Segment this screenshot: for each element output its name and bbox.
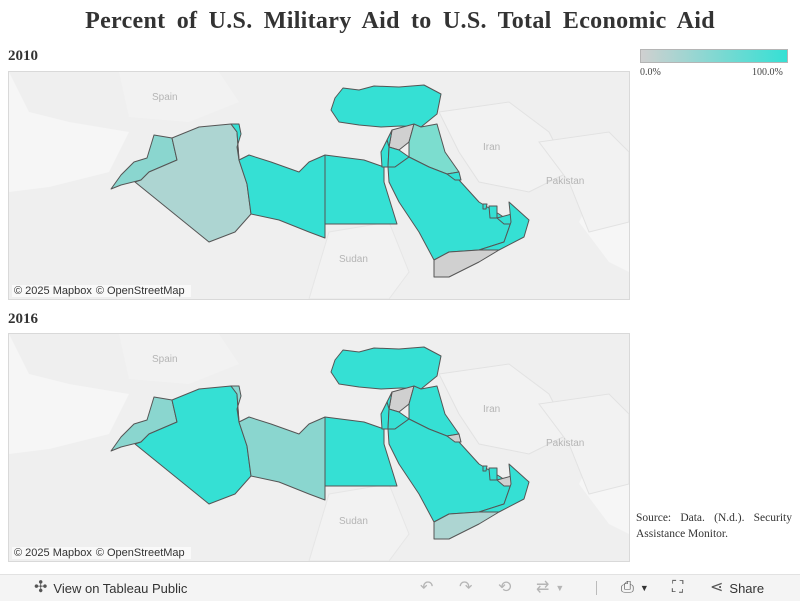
- country-tunisia[interactable]: [230, 123, 242, 161]
- base-label-sudan: Sudan: [339, 254, 368, 265]
- country-turkey[interactable]: [330, 84, 442, 128]
- map-year-2010: 2010: [8, 48, 38, 64]
- country-qatar[interactable]: [488, 467, 498, 481]
- download-dropdown-icon: ▼: [639, 583, 649, 593]
- country-kuwait[interactable]: [446, 433, 462, 443]
- country-tunisia[interactable]: [230, 385, 242, 423]
- map-2010[interactable]: Spain Iran Pakistan Sudan © 2025 Mapbox ©…: [8, 71, 630, 300]
- redo-button[interactable]: ↷: [459, 580, 472, 596]
- share-button[interactable]: ⋖ Share: [710, 580, 764, 596]
- fullscreen-icon: ⛶: [672, 579, 684, 596]
- base-label-pakistan: Pakistan: [546, 438, 584, 449]
- country-yemen[interactable]: [433, 511, 500, 540]
- revert-button[interactable]: ⟲: [498, 580, 511, 596]
- download-button[interactable]: ⎙ ▼: [621, 580, 649, 596]
- share-label: Share: [729, 580, 765, 596]
- country-shapes-2010: [110, 84, 530, 278]
- refresh-icon: ⇄: [536, 579, 550, 596]
- osm-credit[interactable]: © OpenStreetMap: [95, 547, 185, 559]
- legend-max-label: 100.0%: [752, 67, 783, 78]
- undo-button[interactable]: ↶: [420, 580, 433, 596]
- tableau-logo-icon: ✣: [34, 579, 48, 596]
- country-kuwait[interactable]: [446, 171, 462, 181]
- country-qatar[interactable]: [488, 205, 498, 219]
- country-bahrain[interactable]: [482, 203, 488, 210]
- revert-icon: ⟲: [498, 579, 512, 596]
- map-attribution-2016: © 2025 Mapbox © OpenStreetMap: [12, 547, 191, 559]
- mapbox-credit[interactable]: © 2025 Mapbox: [14, 547, 92, 559]
- mapbox-credit[interactable]: © 2025 Mapbox: [14, 285, 92, 297]
- fullscreen-button[interactable]: ⛶: [672, 580, 683, 596]
- base-label-iran: Iran: [483, 404, 500, 415]
- refresh-button[interactable]: ⇄ ▼: [536, 580, 564, 596]
- country-shapes-2016: [110, 346, 530, 540]
- country-turkey[interactable]: [330, 346, 442, 390]
- base-label-pakistan: Pakistan: [546, 176, 584, 187]
- country-yemen[interactable]: [433, 249, 500, 278]
- view-on-tableau-link[interactable]: ✣ View on Tableau Public: [34, 580, 187, 596]
- color-legend-bar: [640, 49, 788, 63]
- legend-min-label: 0.0%: [640, 67, 661, 78]
- redo-icon: ↷: [459, 579, 473, 596]
- chart-title: Percent of U.S. Military Aid to U.S. Tot…: [85, 8, 715, 34]
- country-egypt[interactable]: [324, 416, 398, 487]
- tableau-toolbar: ✣ View on Tableau Public ↶ ↷ ⟲ ⇄ ▼ ⎙ ▼ ⛶ ⋖…: [0, 574, 800, 601]
- map-2010-svg: Spain Iran Pakistan Sudan: [9, 72, 629, 299]
- map-attribution-2010: © 2025 Mapbox © OpenStreetMap: [12, 285, 191, 297]
- osm-credit[interactable]: © OpenStreetMap: [95, 285, 185, 297]
- map-2016-svg: Spain Iran Pakistan Sudan: [9, 334, 629, 561]
- source-note: Source: Data. (N.d.). Security Assistanc…: [636, 512, 792, 540]
- country-bahrain[interactable]: [482, 465, 488, 472]
- country-egypt[interactable]: [324, 154, 398, 225]
- view-on-tableau-label: View on Tableau Public: [53, 580, 188, 596]
- undo-icon: ↶: [420, 579, 434, 596]
- refresh-dropdown-icon: ▼: [555, 583, 565, 593]
- toolbar-separator: [596, 581, 597, 595]
- map-year-2016: 2016: [8, 311, 38, 327]
- base-label-iran: Iran: [483, 142, 500, 153]
- download-icon: ⎙: [621, 579, 634, 596]
- base-label-spain: Spain: [152, 92, 178, 103]
- base-label-spain: Spain: [152, 354, 178, 365]
- share-icon: ⋖: [710, 579, 724, 596]
- base-label-sudan: Sudan: [339, 516, 368, 527]
- map-2016[interactable]: Spain Iran Pakistan Sudan © 2025 Mapbox ©…: [8, 333, 630, 562]
